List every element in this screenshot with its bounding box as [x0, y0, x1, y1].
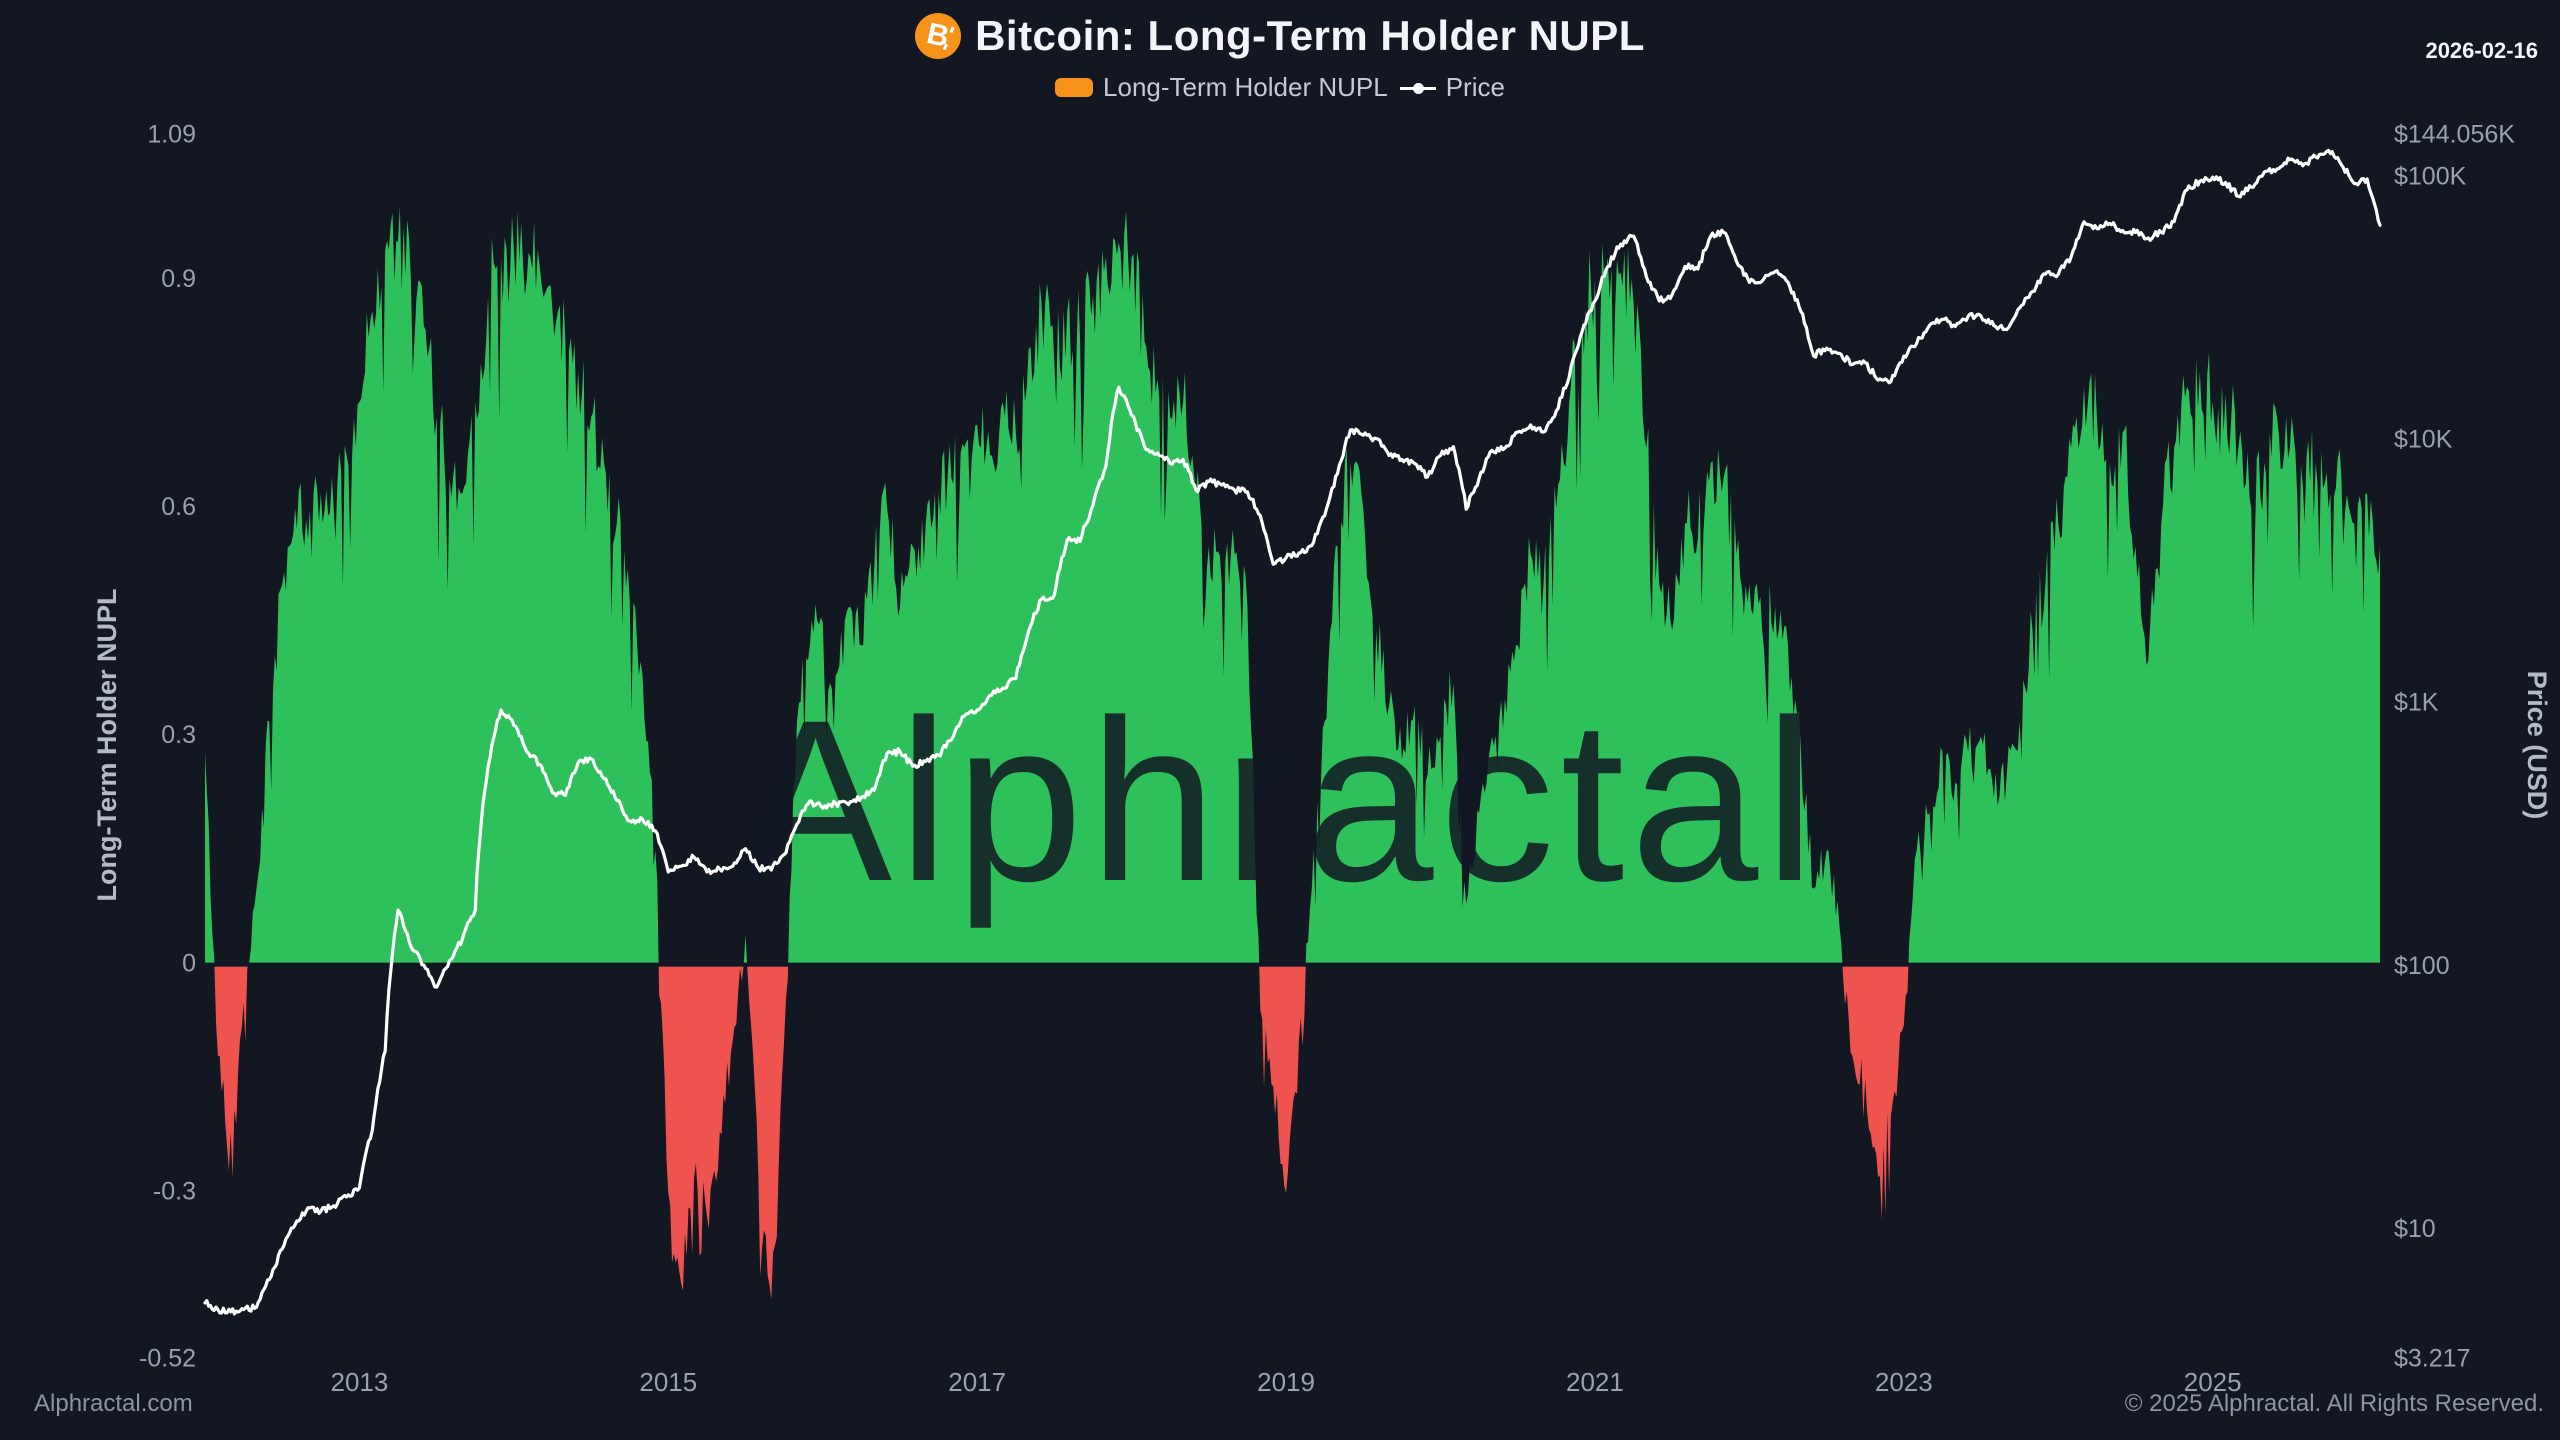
- price-line: [203, 148, 2382, 1316]
- left-axis-tick-label: 1.09: [147, 121, 196, 149]
- chart-date: 2026-02-16: [2425, 38, 2538, 63]
- zero-baseline: [203, 962, 2382, 967]
- x-axis-year-label: 2015: [639, 1367, 697, 1397]
- x-axis-year-label: 2023: [1875, 1367, 1933, 1397]
- nupl-area-negative: [205, 964, 2380, 1300]
- right-axis-tick-label: $10: [2394, 1215, 2436, 1243]
- x-axis-year-label: 2019: [1257, 1367, 1315, 1397]
- price-line-series: [203, 148, 2382, 1316]
- right-axis-tick-label: $3.217: [2394, 1345, 2470, 1373]
- right-axis-tick-label: $1K: [2394, 689, 2439, 717]
- left-axis-tick-label: 0.6: [161, 493, 196, 521]
- price-legend-marker-icon: [1399, 82, 1436, 94]
- left-axis-tick-label: 0.9: [161, 265, 196, 293]
- chart-header: B Bitcoin: Long-Term Holder NUPL Long-Te…: [0, 10, 2560, 103]
- watermark-text: Alphractal: [739, 672, 1822, 929]
- footer-copyright: © 2025 Alphractal. All Rights Reserved.: [2124, 1390, 2544, 1417]
- right-axis-tick-label: $144.056K: [2394, 121, 2515, 149]
- left-axis-tick-label: -0.3: [153, 1177, 196, 1205]
- nupl-legend-swatch-icon: [1055, 78, 1094, 97]
- left-axis-tick-label: 0.3: [161, 721, 196, 749]
- nupl-legend-label: Long-Term Holder NUPL: [1103, 72, 1388, 102]
- x-axis-year-label: 2025: [2184, 1367, 2242, 1397]
- left-axis-tick-label: 0: [182, 949, 196, 977]
- left-axis-tick-label: -0.52: [139, 1345, 196, 1373]
- chart-title: Bitcoin: Long-Term Holder NUPL: [975, 12, 1645, 59]
- right-axis-tick-label: $10K: [2394, 425, 2453, 453]
- legend: Long-Term Holder NUPL Price: [0, 72, 2560, 103]
- legend-item-nupl[interactable]: Long-Term Holder NUPL: [1055, 72, 1388, 103]
- right-axis-title: Price (USD): [2522, 671, 2552, 820]
- nupl-area-positive: [205, 206, 2380, 965]
- bitcoin-b-glyph: B: [924, 17, 953, 54]
- nupl-area-series: [203, 206, 2382, 1300]
- x-axis-year-label: 2021: [1566, 1367, 1624, 1397]
- bitcoin-icon: B: [915, 13, 962, 59]
- axis-tick-labels: 1.09 0.9 0.6 0.3 0 -0.3 -0.52 $144.056K $100K $10…: [139, 121, 2515, 1397]
- legend-item-price[interactable]: Price: [1399, 72, 1505, 103]
- price-legend-label: Price: [1445, 72, 1505, 102]
- right-axis-tick-label: $100: [2394, 952, 2450, 980]
- footer-site-link[interactable]: Alphractal.com: [34, 1390, 193, 1417]
- left-axis-title: Long-Term Holder NUPL: [92, 589, 122, 902]
- x-axis-year-label: 2013: [331, 1367, 389, 1397]
- x-axis-year-label: 2017: [948, 1367, 1006, 1397]
- right-axis-tick-label: $100K: [2394, 162, 2467, 190]
